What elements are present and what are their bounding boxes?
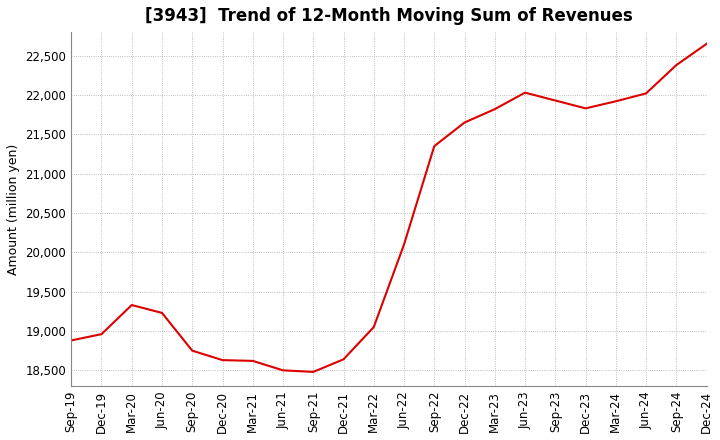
Title: [3943]  Trend of 12-Month Moving Sum of Revenues: [3943] Trend of 12-Month Moving Sum of R… [145, 7, 633, 25]
Y-axis label: Amount (million yen): Amount (million yen) [7, 143, 20, 275]
